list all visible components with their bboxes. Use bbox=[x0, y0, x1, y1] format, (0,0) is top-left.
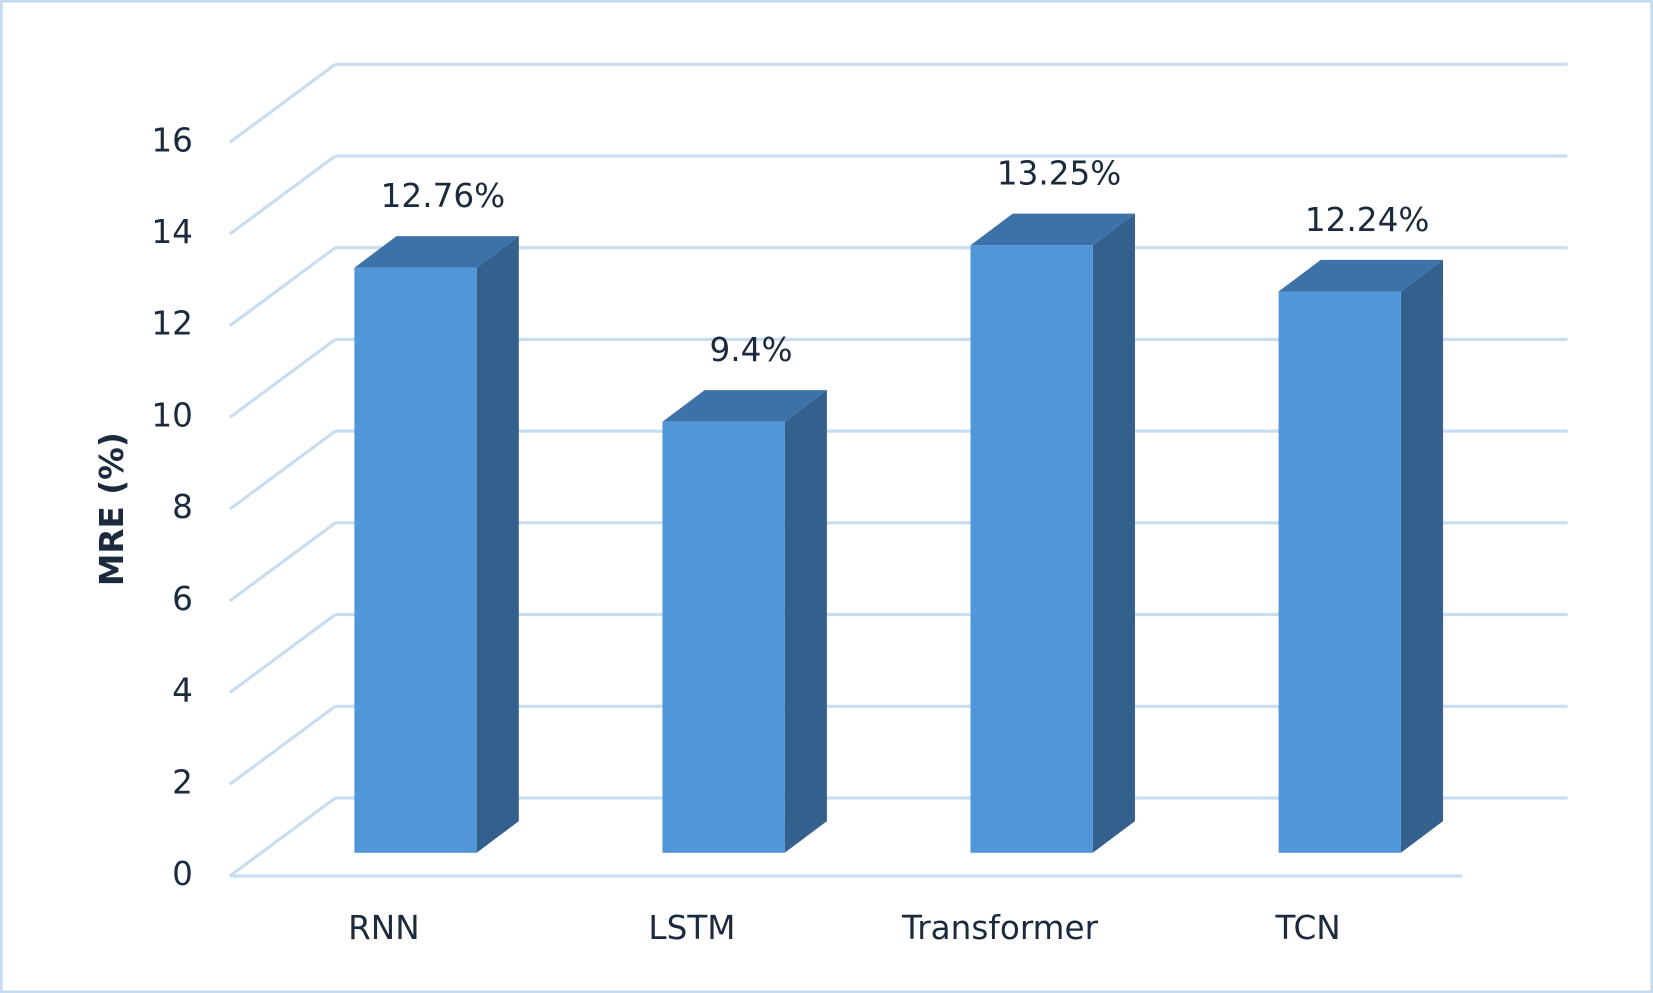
value-label: 9.4% bbox=[710, 331, 793, 369]
bar-side bbox=[476, 236, 519, 853]
grid-line bbox=[228, 796, 337, 878]
bar bbox=[1278, 259, 1444, 853]
bar-top bbox=[354, 236, 519, 268]
y-tick-label: 0 bbox=[172, 855, 193, 893]
bar-top bbox=[662, 390, 827, 422]
grid-line bbox=[228, 154, 337, 236]
x-tick-label: RNN bbox=[348, 909, 420, 947]
bar-front bbox=[970, 245, 1093, 853]
y-tick-label: 10 bbox=[151, 396, 193, 434]
grid-line bbox=[228, 429, 337, 511]
grid-line bbox=[228, 338, 337, 419]
bar-top bbox=[1278, 259, 1444, 292]
y-tick-label: 16 bbox=[151, 121, 193, 159]
grid-line bbox=[228, 246, 337, 328]
bar-side bbox=[1092, 213, 1135, 853]
bar-top bbox=[970, 213, 1135, 246]
y-axis-label: MRE (%) bbox=[93, 432, 131, 586]
value-label: 12.24% bbox=[1305, 201, 1430, 239]
value-label: 13.25% bbox=[997, 155, 1122, 193]
y-tick-label: 14 bbox=[151, 213, 193, 251]
bar bbox=[354, 236, 519, 853]
grid-line bbox=[228, 63, 337, 144]
x-tick-label: TCN bbox=[1274, 909, 1340, 947]
y-tick-label: 4 bbox=[172, 672, 193, 710]
value-label: 12.76% bbox=[381, 177, 506, 215]
y-tick-label: 8 bbox=[172, 488, 193, 526]
y-tick-label: 2 bbox=[172, 763, 193, 801]
bar bbox=[662, 390, 827, 853]
grid-line bbox=[228, 705, 337, 786]
grid-line bbox=[228, 521, 337, 603]
grid-line bbox=[228, 613, 337, 694]
bar-front bbox=[354, 267, 477, 853]
bar bbox=[970, 213, 1135, 853]
y-tick-label: 12 bbox=[151, 305, 193, 343]
y-tick-label: 6 bbox=[172, 580, 193, 618]
bar-front bbox=[1278, 291, 1401, 853]
x-tick-label: Transformer bbox=[901, 909, 1099, 947]
x-tick-label: LSTM bbox=[648, 909, 735, 947]
bar-side bbox=[1400, 259, 1444, 853]
bar-front bbox=[662, 421, 785, 853]
bar-side bbox=[784, 390, 827, 853]
